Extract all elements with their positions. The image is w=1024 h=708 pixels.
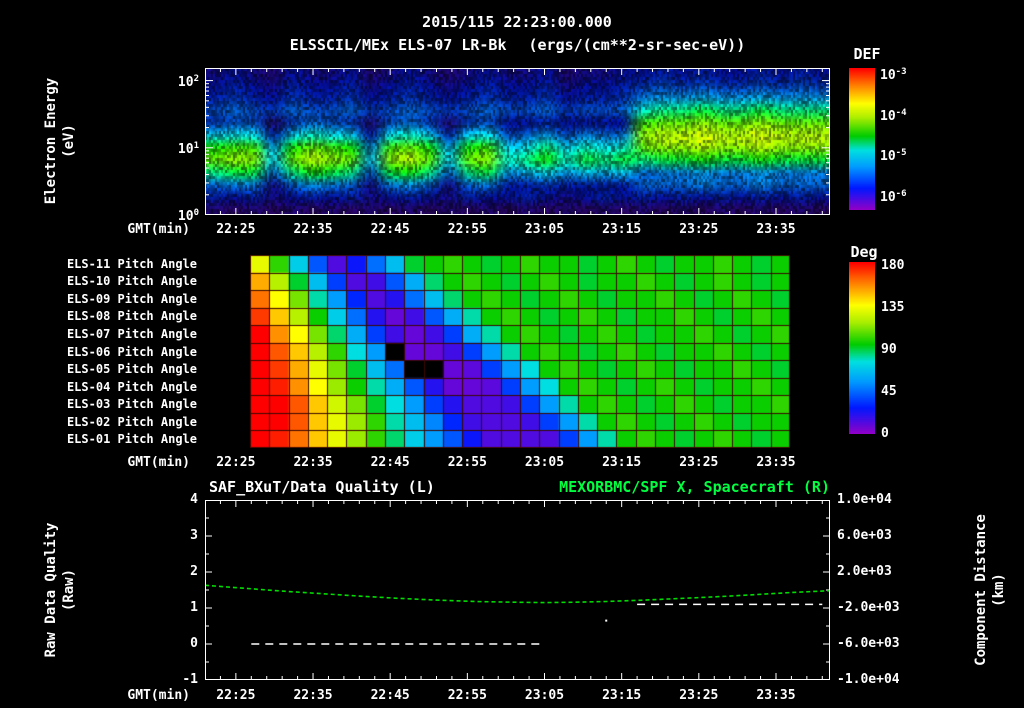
pitch-row-label-8: ELS-03 Pitch Angle: [66, 397, 197, 412]
pitch-row-label-10: ELS-01 Pitch Angle: [66, 432, 197, 447]
pitch-angle-heatmap: [250, 255, 790, 448]
quality-y-axis-title-right-line1: Component Distance: [973, 514, 989, 666]
x-tick-quality-0: 22:25: [216, 688, 256, 703]
quality-title-left: SAF_BXuT/Data Quality (L): [209, 478, 435, 496]
x-tick-pitch-4: 23:05: [524, 455, 565, 470]
quality-y-axis-title-left: Raw Data Quality (Raw): [42, 523, 78, 658]
x-tick-spectrogram-7: 23:35: [756, 222, 796, 237]
pitch-row-label-0: ELS-11 Pitch Angle: [66, 256, 197, 271]
x-tick-quality-5: 23:15: [602, 688, 642, 703]
quality-y-axis-title-left-line1: Raw Data Quality: [43, 522, 59, 658]
x-tick-quality-7: 23:35: [756, 688, 796, 703]
quality-y-right-tick-4: -6.0e+03: [837, 636, 900, 651]
quality-title-right: MEXORBMC/SPF X, Spacecraft (R): [559, 478, 830, 496]
spectrogram-header: ELSSCIL/MEx ELS-07 LR-Bk (ergs/(cm**2-sr…: [205, 36, 830, 54]
spectrogram-y-axis-title-line2: (eV): [61, 124, 77, 158]
quality-y-right-tick-5: -1.0e+04: [837, 672, 900, 687]
spec-y-tick-label-1: 101: [177, 140, 199, 157]
quality-y-right-tick-0: 1.0e+04: [837, 492, 892, 507]
x-tick-spectrogram-1: 22:35: [293, 222, 333, 237]
x-axis-title-pitch: GMT(min): [127, 455, 190, 470]
x-tick-spectrogram-3: 22:55: [447, 222, 487, 237]
quality-y-left-tick-0: 4: [190, 492, 198, 507]
pitch-row-label-1: ELS-10 Pitch Angle: [66, 274, 197, 289]
deg-colorbar-tick-3: 45: [881, 384, 897, 399]
quality-y-axis-title-right: Component Distance (km): [972, 514, 1008, 666]
pitch-row-label-7: ELS-04 Pitch Angle: [66, 379, 197, 394]
quality-plot-area: [205, 500, 830, 680]
quality-y-left-tick-5: -1: [182, 672, 198, 687]
x-tick-quality-3: 22:55: [447, 688, 487, 703]
quality-y-right-tick-3: -2.0e+03: [837, 600, 900, 615]
x-tick-pitch-7: 23:35: [756, 455, 796, 470]
spectrogram-units: (ergs/(cm**2-sr-sec-eV)): [528, 36, 746, 54]
quality-y-left-tick-4: 0: [190, 636, 198, 651]
x-tick-spectrogram-2: 22:45: [370, 222, 410, 237]
x-tick-pitch-2: 22:45: [370, 455, 410, 470]
spec-y-tick-label-0: 102: [177, 73, 199, 90]
x-axis-title-quality: GMT(min): [127, 688, 190, 703]
deg-colorbar-tick-1: 135: [881, 300, 905, 315]
quality-y-axis-title-right-line2: (km): [991, 573, 1007, 607]
x-tick-pitch-3: 22:55: [447, 455, 487, 470]
spectrogram-title: ELSSCIL/MEx ELS-07 LR-Bk: [289, 36, 507, 54]
pitch-row-label-4: ELS-07 Pitch Angle: [66, 326, 197, 341]
deg-colorbar-tick-0: 180: [881, 258, 905, 273]
x-tick-quality-4: 23:05: [524, 688, 565, 703]
def-colorbar-tick-3: 10-6: [880, 188, 907, 205]
def-colorbar-tick-1: 10-4: [880, 107, 907, 124]
spectrogram-y-axis-title: Electron Energy (eV): [42, 78, 78, 204]
pitch-row-label-6: ELS-05 Pitch Angle: [66, 362, 197, 377]
def-colorbar-title: DEF: [853, 45, 881, 63]
pitch-row-label-5: ELS-06 Pitch Angle: [66, 344, 197, 359]
deg-colorbar-title: Deg: [850, 243, 878, 261]
spacecraft-x-series: [205, 584, 830, 604]
x-tick-spectrogram-5: 23:15: [602, 222, 642, 237]
x-tick-pitch-0: 22:25: [216, 455, 256, 470]
quality-y-axis-title-left-line2: (Raw): [61, 568, 77, 612]
pitch-row-label-9: ELS-02 Pitch Angle: [66, 414, 197, 429]
data-quality-stray-point: [605, 619, 608, 622]
deg-colorbar-tick-4: 0: [881, 426, 889, 441]
x-tick-quality-1: 22:35: [293, 688, 333, 703]
def-colorbar-tick-0: 10-3: [880, 66, 907, 84]
spec-y-tick-label-2: 100: [177, 207, 199, 225]
quality-y-left-tick-3: 1: [190, 600, 198, 615]
quality-y-right-tick-2: 2.0e+03: [837, 564, 892, 579]
quality-y-left-tick-1: 3: [190, 528, 198, 543]
def-colorbar-tick-2: 10-5: [880, 148, 907, 165]
x-tick-quality-2: 22:45: [370, 688, 410, 703]
x-tick-pitch-1: 22:35: [293, 455, 333, 470]
x-tick-spectrogram-4: 23:05: [524, 222, 565, 237]
quality-y-right-tick-1: 6.0e+03: [837, 528, 892, 543]
x-axis-title-spectrogram: GMT(min): [127, 222, 190, 237]
x-tick-quality-6: 23:25: [679, 688, 719, 703]
x-tick-spectrogram-6: 23:25: [679, 222, 719, 237]
quality-y-left-tick-2: 2: [190, 564, 198, 579]
pitch-row-label-3: ELS-08 Pitch Angle: [66, 309, 197, 324]
electron-energy-spectrogram: [205, 68, 830, 215]
deg-colorbar: [849, 262, 875, 434]
x-tick-spectrogram-0: 22:25: [216, 222, 256, 237]
plot-timestamp: 2015/115 22:23:00.000: [422, 13, 612, 31]
pitch-row-label-2: ELS-09 Pitch Angle: [66, 291, 197, 306]
spectrogram-y-axis-title-line1: Electron Energy: [43, 77, 59, 205]
def-colorbar: [849, 68, 875, 210]
x-tick-pitch-5: 23:15: [602, 455, 642, 470]
spectrogram-axis-ticks: [205, 68, 830, 215]
deg-colorbar-tick-2: 90: [881, 342, 897, 357]
x-tick-pitch-6: 23:25: [679, 455, 719, 470]
